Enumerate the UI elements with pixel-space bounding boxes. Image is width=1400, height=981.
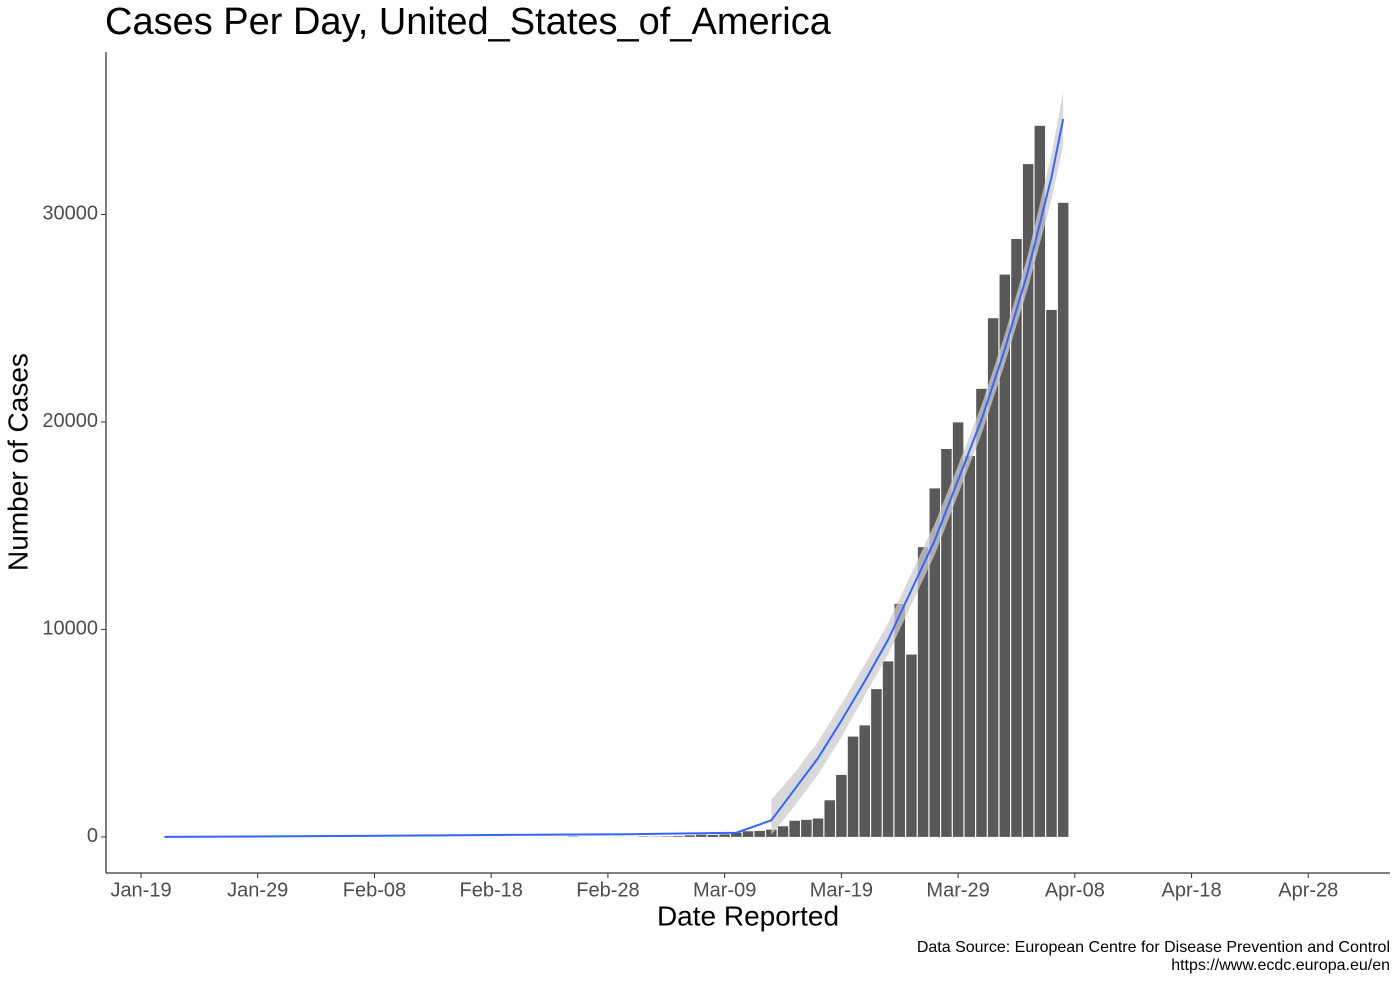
- caption: https://www.ecdc.europa.eu/en: [1171, 957, 1390, 974]
- bar: [731, 832, 742, 837]
- bar: [906, 654, 917, 837]
- bar: [1011, 238, 1022, 837]
- trend-line: [164, 118, 1065, 838]
- bar: [812, 818, 824, 837]
- x-tick-label: Feb-28: [576, 879, 639, 901]
- bar: [964, 455, 976, 837]
- bar: [801, 819, 812, 837]
- bar: [999, 274, 1011, 837]
- y-tick-label: 0: [87, 825, 98, 847]
- bar: [894, 603, 905, 837]
- bar: [789, 820, 800, 837]
- x-tick-label: Mar-19: [810, 879, 873, 901]
- bar: [742, 831, 754, 837]
- bar: [847, 736, 859, 837]
- x-tick-label: Feb-18: [460, 879, 523, 901]
- y-axis-title: Number of Cases: [2, 353, 33, 571]
- x-tick-label: Apr-18: [1162, 879, 1222, 901]
- bar: [871, 689, 882, 837]
- bar: [952, 422, 964, 837]
- bar: [1057, 202, 1069, 837]
- bar: [824, 800, 835, 837]
- bar: [836, 774, 847, 837]
- bar: [859, 725, 870, 837]
- bar: [987, 318, 999, 837]
- bar: [672, 836, 684, 837]
- caption: Data Source: European Centre for Disease…: [917, 939, 1390, 956]
- x-tick-label: Feb-08: [343, 879, 406, 901]
- x-tick-label: Mar-29: [926, 879, 989, 901]
- x-axis-title: Date Reported: [657, 900, 839, 931]
- bar: [929, 488, 941, 837]
- bar: [754, 830, 765, 837]
- bar: [976, 388, 987, 837]
- bar: [777, 826, 789, 837]
- bar: [707, 834, 719, 837]
- bar: [882, 661, 894, 837]
- bar: [1022, 164, 1034, 837]
- bar: [684, 835, 695, 837]
- bar: [696, 834, 707, 837]
- y-tick-label: 10000: [42, 618, 98, 640]
- y-tick-label: 30000: [42, 203, 98, 225]
- bar: [941, 449, 952, 837]
- bar: [917, 547, 929, 837]
- x-tick-label: Mar-09: [693, 879, 756, 901]
- bar: [1034, 125, 1046, 837]
- bar: [719, 834, 730, 837]
- bar: [1046, 309, 1057, 837]
- x-tick-label: Apr-28: [1278, 879, 1338, 901]
- x-tick-label: Jan-29: [227, 879, 288, 901]
- x-tick-label: Apr-08: [1045, 879, 1105, 901]
- x-tick-label: Jan-19: [110, 879, 171, 901]
- chart-title: Cases Per Day, United_States_of_America: [105, 1, 832, 43]
- y-tick-label: 20000: [42, 410, 98, 432]
